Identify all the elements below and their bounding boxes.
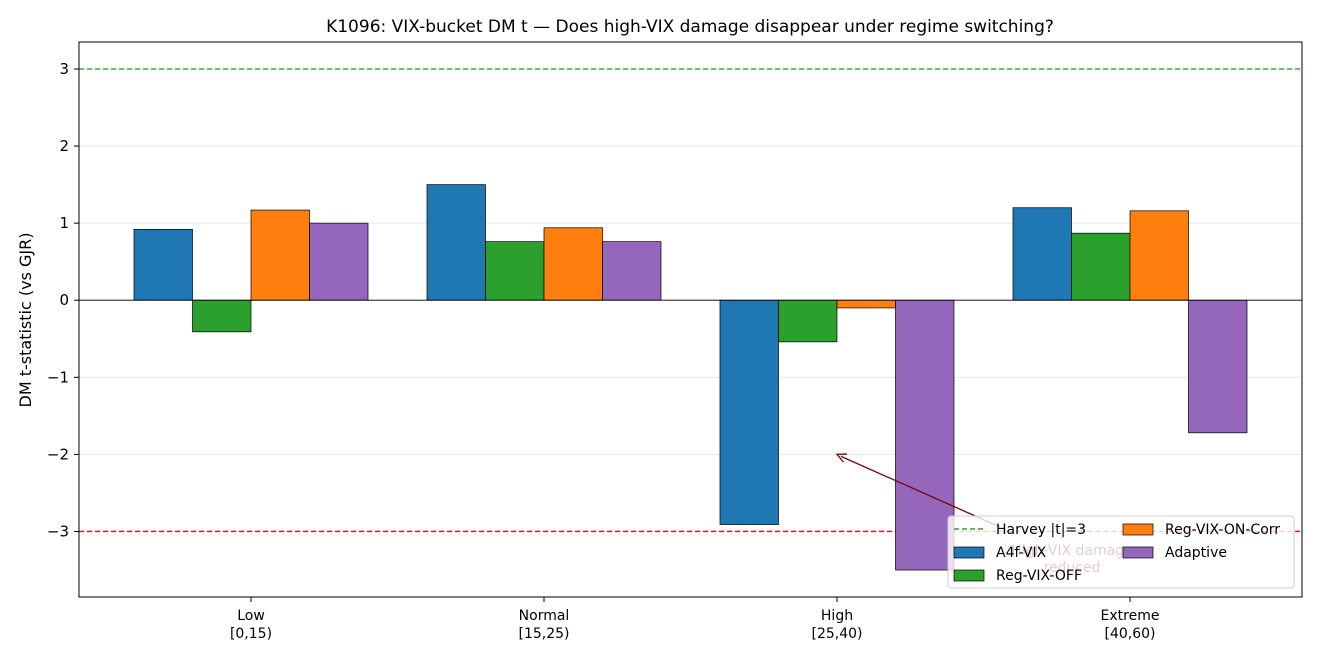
- y-tick-label: 1: [59, 214, 69, 232]
- y-tick-label: 0: [59, 291, 69, 309]
- bar: [192, 299, 252, 333]
- x-tick-label: Low: [237, 608, 265, 624]
- legend-label: A4f-VIX: [996, 545, 1047, 561]
- chart-title: K1096: VIX-bucket DM t — Does high-VIX d…: [326, 17, 1054, 37]
- y-tick-label: −3: [47, 522, 69, 540]
- annotation-arrow: [840, 455, 1001, 528]
- bar: [1012, 207, 1072, 301]
- y-tick-label: 2: [59, 137, 69, 155]
- legend: Harvey |t|=3 A4f-VIX Reg-VIX-OFF Reg-VIX-ON…: [947, 515, 1295, 589]
- legend-label: Adaptive: [1165, 545, 1227, 561]
- y-tick-label: 3: [59, 60, 69, 78]
- legend-frame: [947, 515, 1295, 589]
- y-tick-label: −2: [47, 445, 69, 463]
- bar: [426, 184, 486, 301]
- bar: [895, 299, 955, 571]
- x-tick-label: High: [821, 608, 853, 624]
- bar: [485, 241, 545, 301]
- legend-label: Harvey |t|=3: [996, 522, 1086, 538]
- x-tick-label: [0,15): [230, 626, 272, 642]
- bar: [602, 241, 662, 301]
- bar: [1188, 299, 1248, 434]
- bar: [133, 228, 193, 301]
- legend-swatch: [1122, 546, 1154, 559]
- x-tick-label: [40,60): [1104, 626, 1155, 642]
- legend-swatch: [953, 546, 985, 559]
- bar: [1129, 210, 1189, 301]
- bar: [836, 299, 896, 309]
- annotation-arrowhead: [835, 453, 848, 463]
- bar: [543, 227, 603, 301]
- bar: [250, 209, 310, 301]
- bar: [778, 299, 838, 343]
- plot-area: High-VIX damagereduced3210−1−2−3Low[0,15…: [47, 41, 1303, 642]
- bar: [1071, 232, 1131, 301]
- x-tick-label: Extreme: [1101, 608, 1160, 624]
- legend-swatch: [1122, 523, 1154, 536]
- bar: [309, 222, 369, 301]
- y-tick-label: −1: [47, 368, 69, 386]
- x-tick-label: [15,25): [518, 626, 569, 642]
- y-axis-label: DM t-statistic (vs GJR): [16, 233, 35, 408]
- bar: [719, 299, 779, 525]
- legend-swatch: [953, 569, 985, 582]
- x-tick-label: Normal: [519, 608, 570, 624]
- axes-frame: [78, 41, 1303, 598]
- legend-label: Reg-VIX-ON-Corr: [1165, 522, 1280, 538]
- x-tick-label: [25,40): [811, 626, 862, 642]
- legend-label: Reg-VIX-OFF: [996, 568, 1082, 584]
